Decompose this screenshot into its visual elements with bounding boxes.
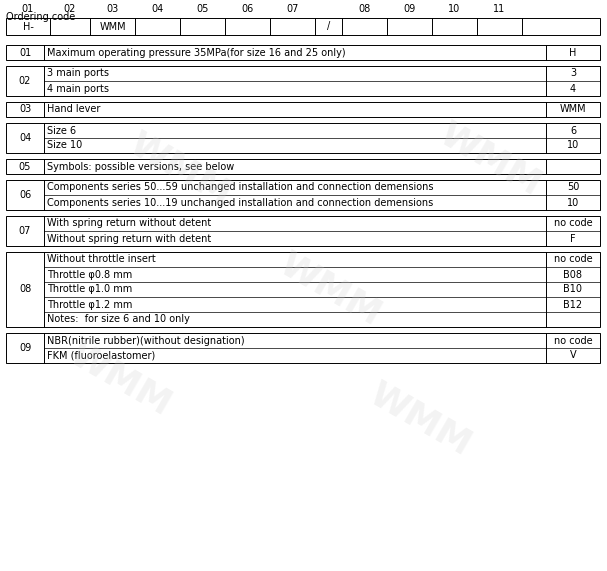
Text: 03: 03 (106, 4, 118, 14)
Text: NBR(nitrile rubber)(without designation): NBR(nitrile rubber)(without designation) (47, 336, 245, 345)
Text: 02: 02 (64, 4, 76, 14)
Text: WMM: WMM (99, 22, 126, 31)
Text: Maximum operating pressure 35MPa(for size 16 and 25 only): Maximum operating pressure 35MPa(for siz… (47, 47, 345, 58)
Text: WMM: WMM (123, 127, 237, 212)
Text: Size 6: Size 6 (47, 126, 76, 135)
Text: 04: 04 (19, 133, 31, 143)
Bar (6, 333, 600, 363)
Text: 4: 4 (570, 83, 576, 94)
Text: Components series 50...59 unchanged installation and connection demensions: Components series 50...59 unchanged inst… (47, 183, 433, 192)
Text: 07: 07 (19, 226, 31, 236)
Text: 09: 09 (404, 4, 416, 14)
Text: /: / (327, 22, 330, 31)
Text: 3 main ports: 3 main ports (47, 69, 109, 78)
Bar (6, 45, 600, 60)
Bar (6, 123, 600, 153)
Bar (6, 18, 600, 35)
Text: WMM: WMM (560, 104, 586, 115)
Text: 10: 10 (567, 140, 579, 151)
Text: B12: B12 (563, 300, 583, 309)
Text: 10: 10 (567, 198, 579, 207)
Text: no code: no code (554, 255, 592, 264)
Text: FKM (fluoroelastomer): FKM (fluoroelastomer) (47, 351, 155, 360)
Text: V: V (570, 351, 576, 360)
Text: Hand lever: Hand lever (47, 104, 100, 115)
Text: no code: no code (554, 336, 592, 345)
Text: Throttle φ1.0 mm: Throttle φ1.0 mm (47, 284, 132, 295)
Text: Notes:  for size 6 and 10 only: Notes: for size 6 and 10 only (47, 315, 190, 324)
Text: WMM: WMM (63, 337, 177, 423)
Text: 08: 08 (19, 284, 31, 295)
Text: WMM: WMM (433, 117, 547, 203)
Text: 3: 3 (570, 69, 576, 78)
Text: 06: 06 (242, 4, 254, 14)
Text: B08: B08 (563, 270, 583, 279)
Text: Ordering code: Ordering code (6, 12, 75, 22)
Text: Without spring return with detent: Without spring return with detent (47, 234, 211, 243)
Text: Size 10: Size 10 (47, 140, 83, 151)
Text: 06: 06 (19, 190, 31, 200)
Text: WMM: WMM (273, 247, 387, 333)
Text: no code: no code (554, 219, 592, 228)
Text: Without throttle insert: Without throttle insert (47, 255, 156, 264)
Text: Symbols: possible versions, see below: Symbols: possible versions, see below (47, 162, 234, 171)
Text: H-: H- (22, 22, 33, 31)
Text: 4 main ports: 4 main ports (47, 83, 109, 94)
Text: Components series 10...19 unchanged installation and connection demensions: Components series 10...19 unchanged inst… (47, 198, 433, 207)
Text: Throttle φ0.8 mm: Throttle φ0.8 mm (47, 270, 132, 279)
Text: Throttle φ1.2 mm: Throttle φ1.2 mm (47, 300, 132, 309)
Bar (6, 66, 600, 96)
Text: WMM: WMM (363, 377, 477, 463)
Text: 02: 02 (19, 76, 31, 86)
Text: 01: 01 (19, 47, 31, 58)
Text: B10: B10 (563, 284, 583, 295)
Text: F: F (570, 234, 576, 243)
Text: 09: 09 (19, 343, 31, 353)
Text: 08: 08 (358, 4, 371, 14)
Text: H: H (569, 47, 577, 58)
Bar (6, 102, 600, 117)
Text: 10: 10 (449, 4, 461, 14)
Text: 05: 05 (196, 4, 209, 14)
Text: 50: 50 (567, 183, 579, 192)
Text: With spring return without detent: With spring return without detent (47, 219, 211, 228)
Text: 01: 01 (22, 4, 34, 14)
Text: 05: 05 (19, 162, 31, 171)
Text: 03: 03 (19, 104, 31, 115)
Text: 07: 07 (287, 4, 299, 14)
Text: 11: 11 (493, 4, 506, 14)
Bar (6, 180, 600, 210)
Bar (6, 159, 600, 174)
Bar (6, 216, 600, 246)
Text: 6: 6 (570, 126, 576, 135)
Bar (6, 252, 600, 327)
Text: 04: 04 (151, 4, 164, 14)
